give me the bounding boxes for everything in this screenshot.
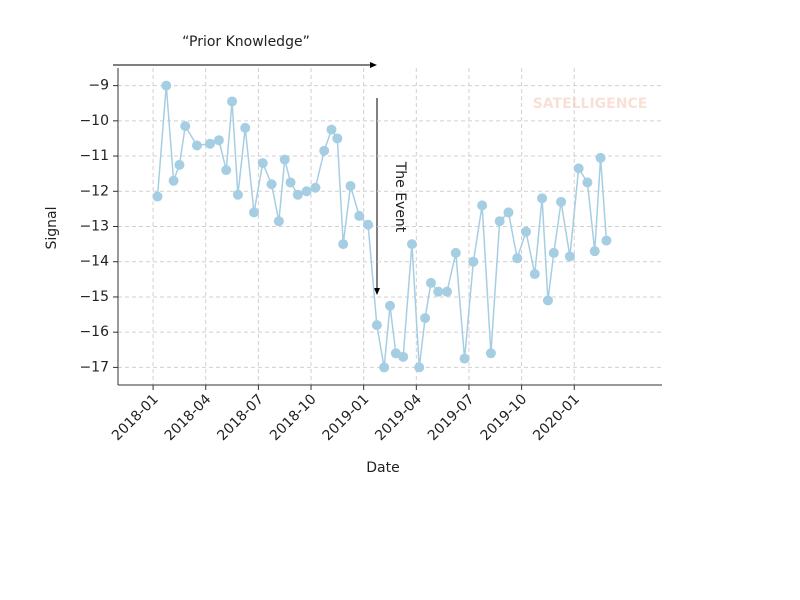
point [249,207,259,218]
y-tick-label: −15 [79,289,109,305]
x-tick-label: 2019-07 [425,391,478,444]
point [433,286,444,297]
point [521,226,531,237]
point [227,96,238,107]
point [601,235,612,246]
point [319,145,330,156]
point [512,253,523,264]
y-tick-label: −13 [79,219,109,235]
point [459,353,470,364]
point [485,348,496,359]
point [406,239,417,250]
point [310,182,321,193]
x-tick-label: 2018-04 [162,391,215,444]
point [468,256,479,267]
point [442,286,453,297]
point [301,186,312,197]
point [477,200,488,211]
point [548,247,559,258]
point [326,124,337,135]
point [398,351,409,362]
point [503,207,514,218]
x-tick-label: 2018-10 [267,391,320,444]
point [285,177,296,188]
point [332,133,343,144]
point [191,140,202,151]
watermark: SATELLIGENCE [533,96,648,112]
x-tick-label: 2018-01 [109,391,162,444]
y-tick-label: −14 [79,254,109,270]
x-tick-label: 2018-07 [214,391,267,444]
point [582,177,593,188]
point [573,163,584,174]
point [257,158,268,169]
y-tick-label: −17 [79,359,109,375]
point [205,138,216,149]
point [180,121,191,132]
point [595,152,606,163]
point [273,216,284,227]
point [152,191,163,202]
point [556,196,567,207]
point [221,165,232,176]
point [363,219,374,230]
x-tick-label: 2020-01 [530,391,583,444]
point [371,320,382,331]
point [354,210,365,221]
point [345,180,356,191]
y-tick-label: −11 [79,148,109,164]
y-tick-label: −9 [88,78,109,94]
x-tick-label: 2019-10 [478,391,531,444]
point [240,122,251,133]
point [213,135,224,146]
point [292,189,303,200]
point [414,362,425,373]
y-axis-label: Signal [44,206,60,249]
point [232,189,243,200]
point [425,277,436,288]
x-tick-label: 2019-04 [372,391,425,444]
y-tick-label: −16 [79,324,109,340]
x-axis-label: Date [366,460,399,476]
point [338,239,349,250]
point [450,247,461,258]
point [589,246,600,257]
point [494,216,505,227]
y-tick-label: −10 [79,113,109,129]
arrow-head [374,288,380,295]
point [379,362,390,373]
point [174,159,185,170]
point [279,154,290,165]
x-tick-label: 2019-01 [320,391,373,444]
point [385,300,395,311]
arrow-head [370,62,377,68]
point [266,179,277,190]
point [542,295,553,306]
point [537,193,548,204]
event-label: The Event [392,161,408,233]
point [168,175,179,186]
y-tick-label: −12 [79,183,109,199]
point [529,269,540,280]
point [564,251,575,262]
point [420,313,431,324]
chart-title: “Prior Knowledge” [182,34,310,50]
point [161,80,172,91]
